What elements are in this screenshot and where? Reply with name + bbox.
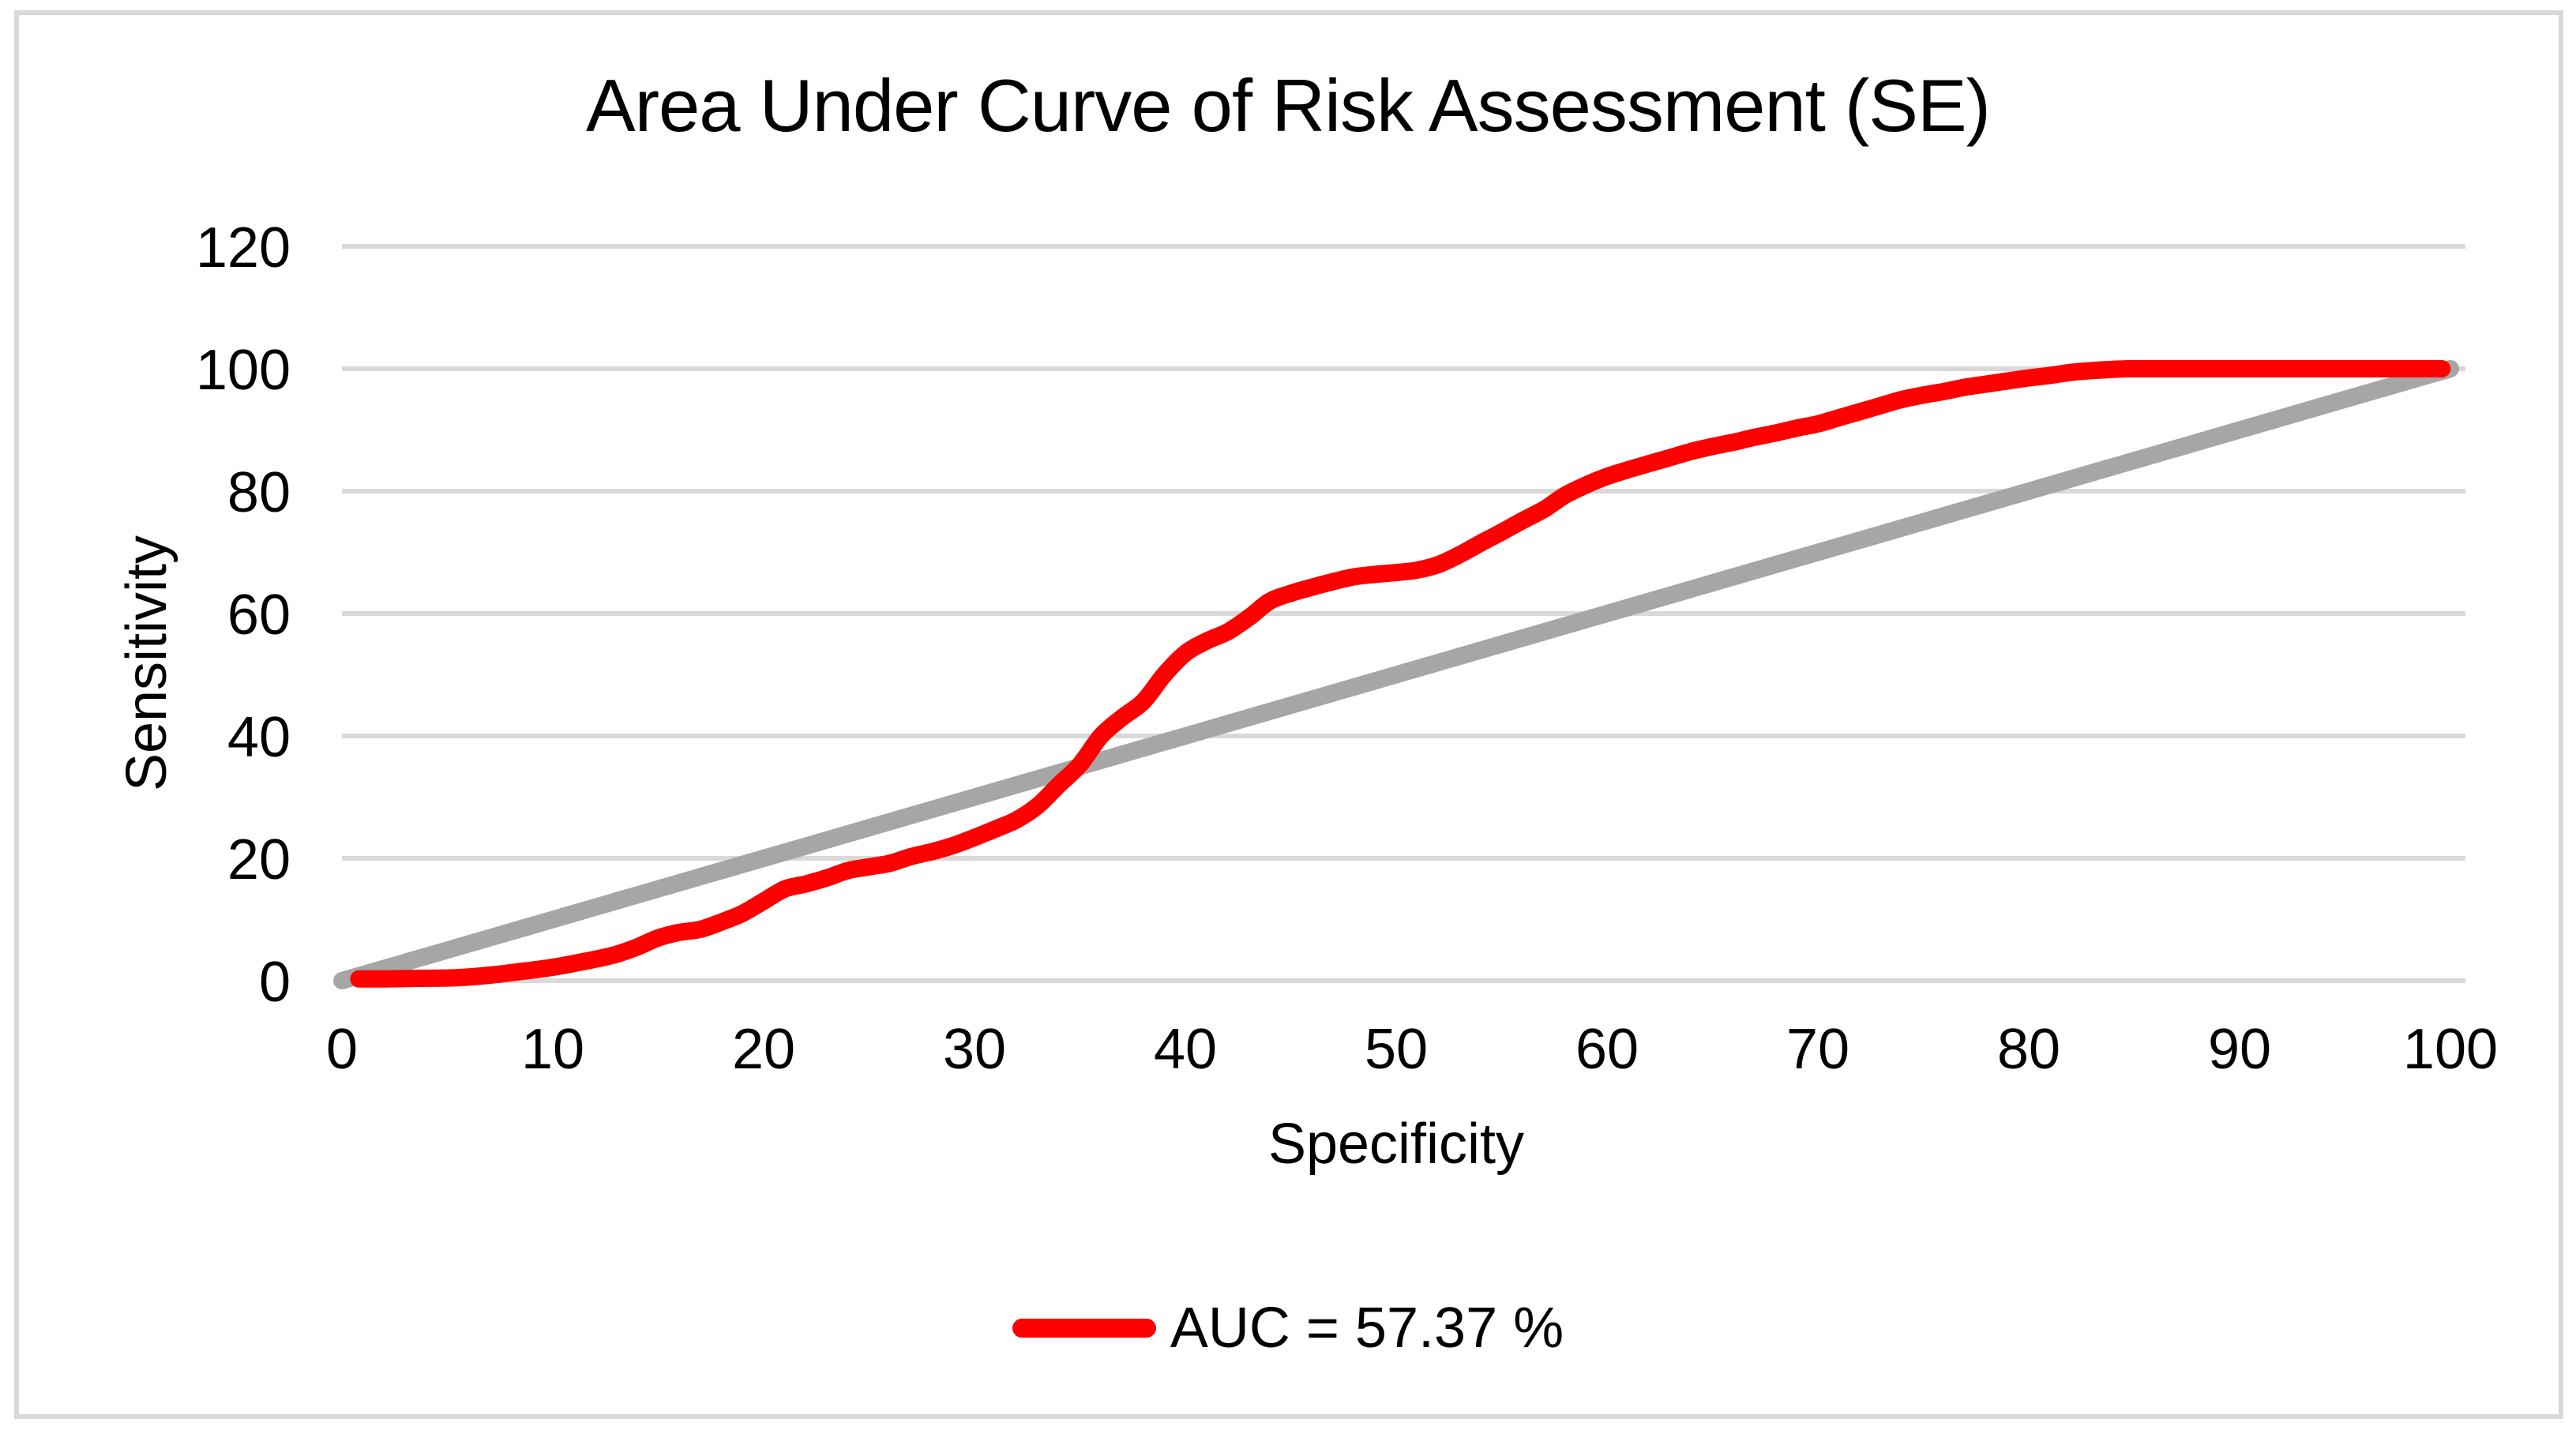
x-tick-label: 60	[1575, 1018, 1639, 1081]
x-tick-label: 70	[1786, 1018, 1849, 1081]
legend-label: AUC = 57.37 %	[1170, 1297, 1564, 1360]
x-tick-label: 100	[2403, 1018, 2498, 1081]
x-tick-label: 80	[1997, 1018, 2060, 1081]
y-tick-label: 60	[227, 584, 291, 647]
series-roc-curve	[350, 359, 2451, 988]
x-tick-label: 30	[943, 1018, 1006, 1081]
legend-line-marker	[1012, 1319, 1156, 1338]
x-tick-label: 0	[326, 1018, 358, 1081]
x-axis-title: Specificity	[1267, 1113, 1525, 1176]
chart-border	[14, 10, 2563, 1419]
y-tick-label: 80	[227, 461, 291, 524]
chart-title: Area Under Curve of Risk Assessment (SE)	[586, 64, 1991, 147]
y-tick-label: 20	[227, 828, 291, 891]
legend: AUC = 57.37 %	[0, 1297, 2576, 1360]
y-tick-label: 120	[196, 216, 291, 280]
y-tick-label: 0	[259, 951, 291, 1014]
x-tick-label: 90	[2208, 1018, 2271, 1081]
x-tick-label: 20	[732, 1018, 795, 1081]
x-tick-label: 40	[1154, 1018, 1217, 1081]
x-tick-label: 10	[521, 1018, 584, 1081]
x-tick-label: 50	[1365, 1018, 1428, 1081]
y-tick-label: 40	[227, 706, 291, 769]
y-tick-label: 100	[196, 339, 291, 402]
series-reference-diagonal	[333, 360, 2459, 989]
